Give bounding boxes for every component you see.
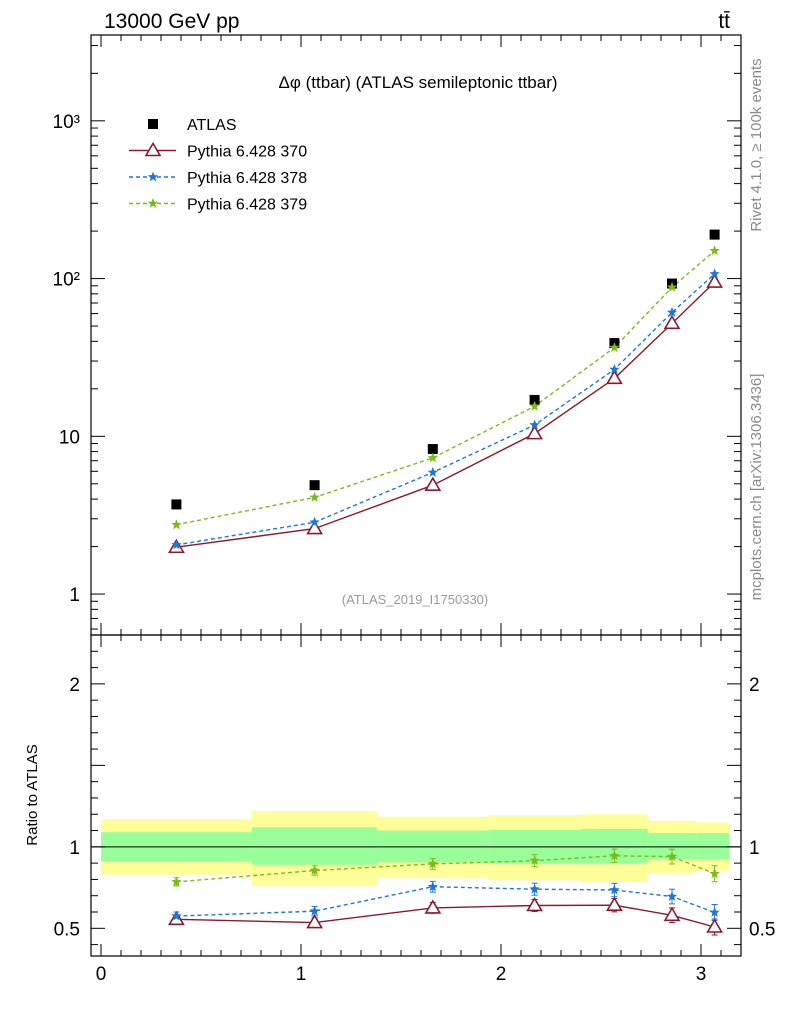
pythia370-series-ratio-point (424, 899, 442, 914)
pythia379-series-ratio-point (609, 850, 620, 861)
pythia378-series-point (529, 419, 540, 430)
pythia378-series-ratio-point (309, 905, 320, 916)
data-series-point (309, 480, 320, 491)
pythia378-series-ratio-point (666, 891, 678, 901)
pythia378-series-point (427, 466, 438, 477)
pythia370-series-ratio-point (663, 906, 681, 922)
data-series-point (427, 444, 438, 455)
pythia378-series-ratio-line (176, 885, 715, 917)
pythia379-series-ratio-point (529, 855, 540, 866)
legend-marker-pythia370 (144, 141, 162, 157)
energy-label: 13000 GeV pp (104, 10, 239, 33)
data-series-point (709, 229, 720, 240)
pythia379-series-ratio-point (709, 868, 720, 879)
pythia378-series-point (709, 268, 720, 279)
ratio-y-tick-label-right: 0.5 (749, 919, 775, 940)
pythia379-series-point (609, 342, 620, 353)
ratio-y-tick-label: 1 (69, 838, 80, 859)
pythia379-series-point (529, 400, 540, 411)
chart-title: Δφ (ttbar) (ATLAS semileptonic ttbar) (278, 73, 557, 92)
y-tick-label: 10² (53, 270, 80, 291)
pythia378-series-ratio-point (609, 884, 620, 895)
pythia379-series-ratio-point (309, 865, 320, 875)
y-tick-label: 1 (69, 585, 80, 606)
pythia379-series-point (666, 281, 678, 292)
data-series-point (171, 499, 182, 510)
legend-label-pythia379: Pythia 6.428 379 (187, 197, 307, 214)
pythia379-series-line (176, 250, 716, 526)
mcplots-url-label: mcplots.cern.ch [arXiv:1306.3436] (748, 374, 765, 601)
ratio-band-inner (251, 827, 378, 865)
ratio-y-tick-label-right: 2 (749, 675, 760, 696)
x-tick-label: 2 (496, 964, 507, 985)
pythia379-series-ratio-point (666, 851, 678, 862)
pythia378-series-ratio-point (529, 883, 540, 894)
pythia370-series-point (306, 519, 323, 535)
pythia379-series-point (309, 491, 320, 502)
ratio-y-tick-label: 0.5 (54, 919, 80, 940)
pythia378-series-point (666, 306, 678, 317)
ratio-band-inner (696, 832, 730, 860)
pythia370-series-line (176, 281, 716, 548)
pythia370-series-ratio-point (526, 896, 543, 912)
pythia378-series-ratio-point (171, 910, 182, 921)
pythia370-series-point (663, 314, 681, 330)
pythia379-series-ratio-point (427, 858, 438, 869)
ratio-y-tick-label-right: 1 (749, 838, 760, 859)
pythia379-series-ratio-point (171, 876, 182, 887)
legend-marker-pythia379 (147, 198, 159, 208)
ratio-y-axis-label: Ratio to ATLAS (24, 744, 41, 845)
pythia370-series-point (606, 369, 623, 385)
pythia379-series-point (427, 452, 438, 463)
ratio-plot-frame (90, 634, 742, 957)
pythia378-series-point (609, 364, 620, 374)
data-series-point (529, 394, 540, 405)
pythia378-series-line (176, 273, 716, 546)
pythia370-series-ratio-point (706, 918, 723, 933)
y-tick-label: 10 (59, 427, 80, 448)
pythia370-series-ratio-point (306, 914, 323, 929)
legend-label-pythia378: Pythia 6.428 378 (187, 170, 307, 187)
y-tick-label: 10³ (53, 112, 80, 133)
pythia379-series-point (709, 245, 720, 256)
rivet-version-label: Rivet 4.1.0, ≥ 100k events (748, 58, 765, 231)
pythia378-series-point (171, 539, 182, 550)
pythia370-series-point (424, 476, 442, 491)
x-tick-label: 0 (96, 964, 107, 985)
legend-marker-pythia378 (147, 171, 159, 182)
legend-label-pythia370: Pythia 6.428 370 (187, 144, 307, 161)
legend-label-data: ATLAS (187, 117, 237, 134)
x-tick-label: 1 (296, 964, 307, 985)
pythia378-series-point (309, 516, 320, 527)
x-tick-label: 3 (696, 964, 707, 985)
pythia370-series-ratio-line (176, 904, 715, 928)
ratio-y-tick-label: 2 (69, 675, 80, 696)
pythia378-series-ratio-point (709, 907, 720, 917)
legend-marker-data (148, 119, 158, 129)
process-label: tt̄ (718, 10, 730, 33)
pythia379-series-point (171, 519, 182, 530)
analysis-watermark: (ATLAS_2019_I1750330) (342, 592, 488, 607)
pythia370-series-ratio-point (606, 896, 623, 911)
pythia378-series-ratio-point (427, 881, 438, 892)
pythia370-series-point (706, 273, 723, 288)
pythia370-series-point (526, 425, 543, 440)
